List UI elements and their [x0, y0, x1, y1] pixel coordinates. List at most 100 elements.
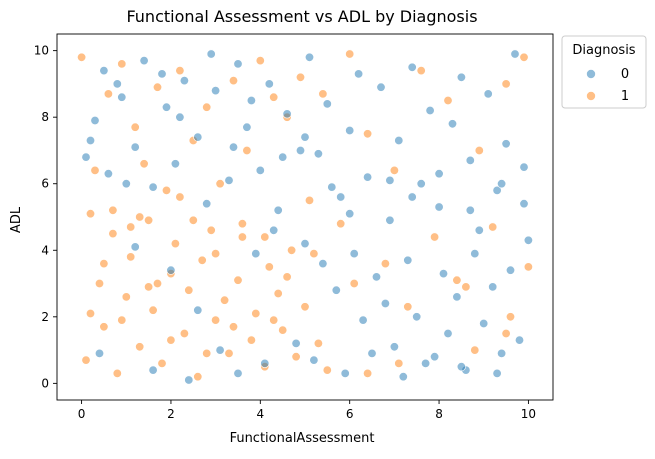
data-point	[121, 179, 131, 189]
data-point	[434, 202, 444, 212]
data-point	[77, 52, 87, 62]
data-point	[505, 265, 515, 275]
data-point	[371, 272, 381, 282]
data-point	[470, 345, 480, 355]
data-point	[389, 165, 399, 175]
data-point	[99, 66, 109, 76]
data-point	[197, 255, 207, 265]
data-point	[376, 82, 386, 92]
data-point	[340, 368, 350, 378]
data-point	[345, 126, 355, 136]
legend: Diagnosis 0 1	[561, 35, 647, 109]
data-point	[300, 239, 310, 249]
data-point	[206, 49, 216, 59]
y-axis-label: ADL	[9, 206, 24, 233]
plot-area: 0 2 4 6 8 10 0 2 4 6 8 10	[34, 33, 554, 421]
data-point	[363, 368, 373, 378]
legend-marker-0	[586, 69, 596, 79]
data-point	[179, 328, 189, 338]
data-point	[434, 169, 444, 179]
data-point	[126, 222, 136, 232]
data-point	[86, 136, 96, 146]
chart-title: Functional Assessment vs ADL by Diagnosi…	[126, 7, 477, 26]
data-point	[103, 89, 113, 99]
data-point	[322, 99, 332, 109]
legend-label-0: 0	[621, 67, 629, 82]
data-point	[233, 59, 243, 69]
data-point	[229, 76, 239, 86]
data-point	[251, 308, 261, 318]
data-point	[505, 312, 515, 322]
data-point	[193, 372, 203, 382]
data-point	[175, 192, 185, 202]
data-point	[246, 335, 256, 345]
data-point	[309, 355, 319, 365]
x-tick-label: 6	[346, 407, 354, 421]
data-point	[260, 232, 270, 242]
data-point	[242, 146, 252, 156]
data-point	[403, 255, 413, 265]
data-point	[112, 368, 122, 378]
data-point	[264, 262, 274, 272]
data-point	[184, 285, 194, 295]
data-point	[188, 215, 198, 225]
data-point	[202, 199, 212, 209]
data-point	[130, 122, 140, 132]
data-point	[492, 368, 502, 378]
data-point	[269, 315, 279, 325]
data-point	[412, 312, 422, 322]
data-point	[291, 352, 301, 362]
data-point	[291, 338, 301, 348]
data-point	[157, 69, 167, 79]
data-point	[264, 79, 274, 89]
data-point	[215, 345, 225, 355]
data-point	[416, 66, 426, 76]
data-point	[148, 365, 158, 375]
data-point	[117, 59, 127, 69]
data-point	[394, 358, 404, 368]
data-point	[153, 278, 163, 288]
data-point	[162, 102, 172, 112]
legend-title: Diagnosis	[572, 43, 635, 58]
data-point	[304, 195, 314, 205]
data-point	[237, 219, 247, 229]
data-point	[260, 358, 270, 368]
data-point	[193, 305, 203, 315]
data-point	[363, 129, 373, 139]
series-0	[81, 49, 533, 385]
data-point	[282, 109, 292, 119]
data-point	[313, 338, 323, 348]
data-point	[394, 136, 404, 146]
data-point	[273, 288, 283, 298]
data-point	[273, 205, 283, 215]
data-point	[224, 175, 234, 185]
x-tick-label: 10	[521, 407, 536, 421]
data-point	[438, 269, 448, 279]
data-point	[81, 152, 91, 162]
data-point	[407, 62, 417, 72]
data-point	[380, 259, 390, 269]
legend-marker-1	[586, 91, 596, 101]
data-point	[358, 315, 368, 325]
data-point	[300, 132, 310, 142]
data-point	[300, 302, 310, 312]
data-point	[162, 185, 172, 195]
data-point	[470, 249, 480, 259]
data-point	[385, 175, 395, 185]
data-point	[304, 52, 314, 62]
data-point	[95, 278, 105, 288]
data-point	[242, 122, 252, 132]
data-point	[130, 142, 140, 152]
data-point	[99, 322, 109, 332]
y-tick-label: 10	[34, 44, 49, 58]
y-tick-label: 2	[41, 310, 49, 324]
data-point	[269, 225, 279, 235]
y-tick-label: 4	[41, 243, 49, 257]
data-point	[380, 298, 390, 308]
data-point	[336, 192, 346, 202]
data-point	[170, 159, 180, 169]
data-point	[403, 302, 413, 312]
data-point	[492, 185, 502, 195]
data-point	[474, 146, 484, 156]
data-point	[144, 282, 154, 292]
